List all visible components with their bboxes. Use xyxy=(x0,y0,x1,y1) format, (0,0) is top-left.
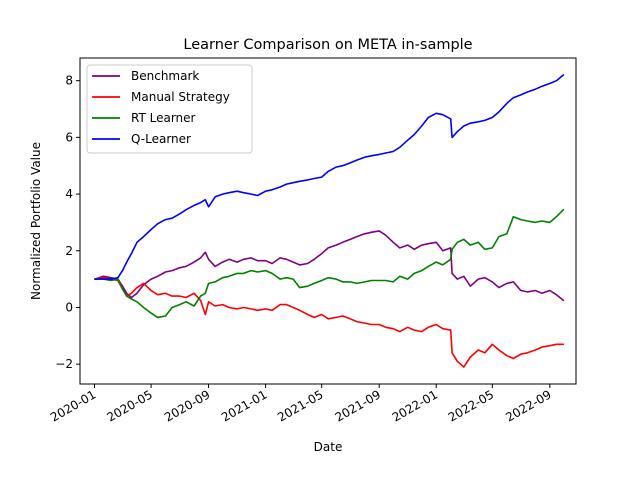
y-tick-label: 2 xyxy=(65,244,73,258)
series-group xyxy=(94,74,565,368)
x-axis: 2020-01 2020-05 2020-09 2021-01 2021-05 2021-… xyxy=(48,384,554,425)
legend-box xyxy=(86,64,253,154)
x-tick-label: 2020-09 xyxy=(162,387,212,424)
x-tick-label: 2020-05 xyxy=(105,387,155,424)
x-tick-label: 2021-05 xyxy=(275,387,325,424)
series-line-rt-learner xyxy=(94,208,565,319)
x-tick-label: 2022-05 xyxy=(446,387,496,424)
y-axis: −2 0 2 4 6 8 xyxy=(55,74,80,371)
y-tick-label: 6 xyxy=(65,130,73,144)
legend: Benchmark Manual Strategy RT Learner Q-Lear… xyxy=(86,64,253,154)
x-tick-label: 2020-01 xyxy=(48,387,98,424)
x-axis-title: Date xyxy=(314,440,343,454)
chart-title: Learner Comparison on META in-sample xyxy=(183,37,472,53)
x-tick-label: 2022-01 xyxy=(390,387,440,424)
y-tick-label: 0 xyxy=(65,300,73,314)
y-axis-title: Normalized Portfolio Value xyxy=(29,142,43,300)
y-tick-label: −2 xyxy=(55,357,73,371)
legend-label: RT Learner xyxy=(131,111,196,125)
legend-label: Benchmark xyxy=(131,69,199,83)
x-tick-label: 2021-01 xyxy=(219,387,269,424)
legend-label: Manual Strategy xyxy=(131,90,230,104)
series-line-benchmark xyxy=(94,230,565,302)
y-tick-label: 4 xyxy=(65,187,73,201)
x-tick-label: 2021-09 xyxy=(333,387,383,424)
y-tick-label: 8 xyxy=(65,74,73,88)
legend-label: Q-Learner xyxy=(131,132,191,146)
series-line-q-learner xyxy=(94,74,565,280)
x-tick-label: 2022-09 xyxy=(503,387,553,424)
series-line-manual-strategy xyxy=(94,276,565,368)
plot-frame xyxy=(79,57,577,385)
